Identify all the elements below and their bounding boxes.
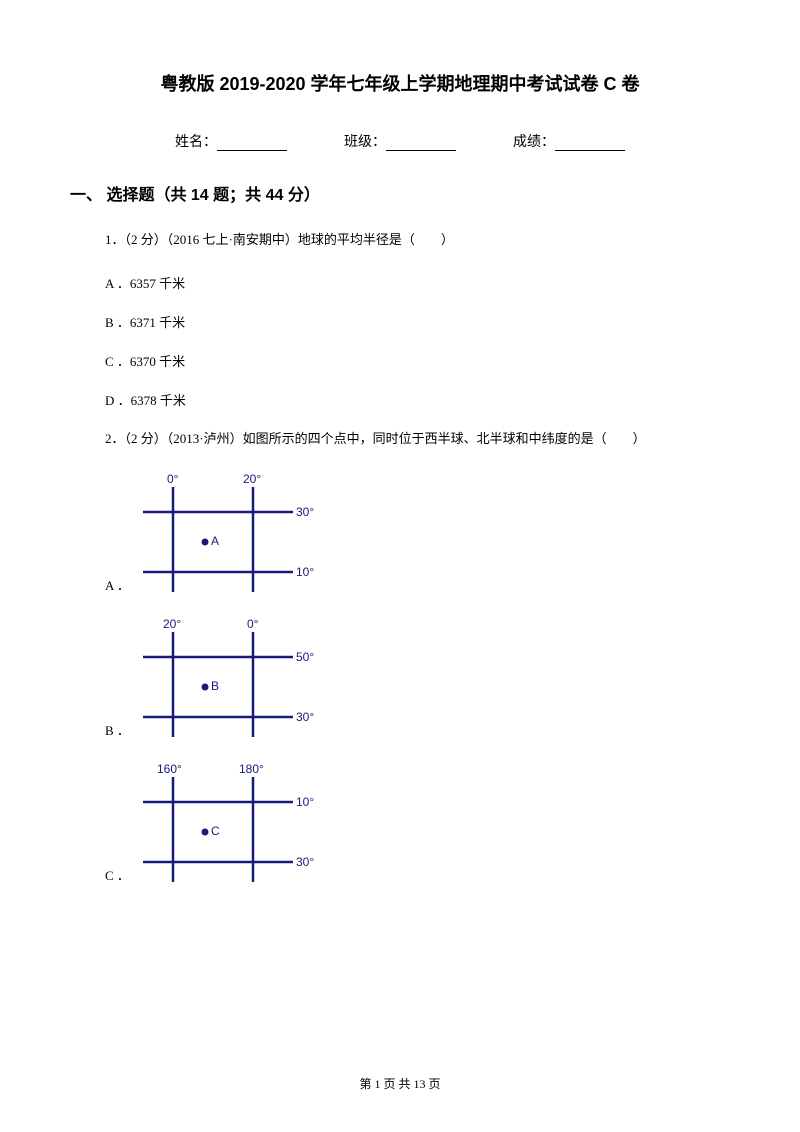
question-1: 1．（2 分）（2016 七上·南安期中）地球的平均半径是（ ）: [105, 230, 730, 251]
label-c-tl: 160°: [157, 762, 182, 776]
name-blank: [217, 137, 287, 151]
label-b-rb: 30°: [296, 710, 314, 724]
student-info-row: 姓名： 班级： 成绩：: [70, 131, 730, 151]
label-a-rt: 30°: [296, 505, 314, 519]
q2-option-b: B ． 20° 0° 50° 30° B: [105, 617, 730, 747]
page-footer: 第 1 页 共 13 页: [0, 1075, 800, 1092]
label-a-tr: 20°: [243, 472, 261, 486]
label-c-rb: 30°: [296, 855, 314, 869]
q1-option-a: A ．6357 千米: [105, 273, 730, 292]
point-a: A: [211, 534, 219, 548]
label-a-tl: 0°: [167, 472, 178, 486]
label-b-tr: 0°: [247, 617, 258, 631]
class-label: 班级：: [344, 135, 386, 150]
label-b-tl: 20°: [163, 617, 181, 631]
footer-mid: 页 共: [380, 1077, 413, 1091]
q1-option-d: D ．6378 千米: [105, 390, 730, 409]
q2-option-a: A ． 0° 20° 30° 10° A: [105, 472, 730, 602]
grid-svg-b: [133, 617, 333, 747]
label-c-rt: 10°: [296, 795, 314, 809]
q2-option-c: C ． 160° 180° 10° 30° C: [105, 762, 730, 892]
q1-option-c: C ．6370 千米: [105, 351, 730, 370]
label-b-rt: 50°: [296, 650, 314, 664]
q1-option-b: B ．6371 千米: [105, 312, 730, 331]
question-2: 2．（2 分）（2013·泸州）如图所示的四个点中，同时位于西半球、北半球和中纬…: [105, 429, 730, 450]
page-title: 粤教版 2019-2020 学年七年级上学期地理期中考试试卷 C 卷: [70, 70, 730, 96]
name-label: 姓名：: [175, 135, 217, 150]
grid-svg-a: [133, 472, 333, 602]
point-b: B: [211, 679, 219, 693]
label-c-tr: 180°: [239, 762, 264, 776]
score-label: 成绩：: [513, 135, 555, 150]
footer-prefix: 第: [359, 1077, 374, 1091]
class-blank: [386, 137, 456, 151]
grid-diagram-b: 20° 0° 50° 30° B: [133, 617, 333, 747]
section-heading: 一、 选择题（共 14 题；共 44 分）: [70, 181, 730, 205]
option-b-label: B ．: [105, 720, 130, 739]
point-c: C: [211, 824, 220, 838]
label-a-rb: 10°: [296, 565, 314, 579]
score-blank: [555, 137, 625, 151]
grid-svg-c: [133, 762, 333, 892]
grid-diagram-a: 0° 20° 30° 10° A: [133, 472, 333, 602]
footer-suffix: 页: [426, 1077, 441, 1091]
footer-total: 13: [414, 1077, 426, 1091]
option-c-label: C ．: [105, 865, 130, 884]
grid-diagram-c: 160° 180° 10° 30° C: [133, 762, 333, 892]
option-a-label: A ．: [105, 575, 130, 594]
